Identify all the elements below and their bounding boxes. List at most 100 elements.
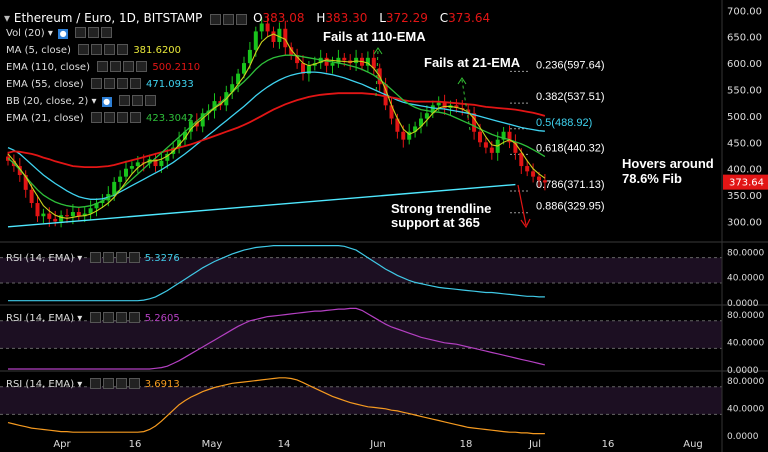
- candle-body: [159, 160, 164, 167]
- rsi3-legend[interactable]: RSI (14, EMA) ▾ 3.6913: [6, 378, 180, 390]
- rsi-band: [0, 386, 722, 415]
- y-tick-label: 600.00: [727, 59, 762, 70]
- candle-body: [324, 57, 329, 66]
- dropdown-icon[interactable]: ▾: [47, 27, 53, 39]
- candle-body: [478, 131, 482, 143]
- settings-icon[interactable]: ●: [101, 96, 112, 107]
- candle-body: [283, 28, 288, 48]
- candle-body: [265, 23, 270, 32]
- arrow-head: [457, 77, 467, 85]
- candle-body: [59, 215, 64, 222]
- rsi3-value: 3.6913: [144, 378, 180, 390]
- candle-body: [483, 142, 488, 148]
- candle-body: [82, 213, 87, 217]
- candle-body: [242, 63, 246, 74]
- candle-body: [94, 203, 99, 209]
- rsi-layer: [7, 245, 546, 435]
- candle-body: [371, 57, 376, 69]
- candle-body: [23, 175, 28, 190]
- x-tick-label: Jul: [528, 439, 541, 450]
- candle-body: [53, 218, 58, 222]
- indicator-bb[interactable]: BB (20, close, 2) ▾ ●: [6, 95, 158, 107]
- candle-body: [519, 152, 524, 167]
- rsi-y-tick-label: 0.0000: [727, 299, 759, 309]
- candle-body: [129, 166, 134, 169]
- dropdown-icon[interactable]: ▾: [91, 95, 97, 107]
- x-tick-label: 18: [460, 439, 473, 450]
- arrow-head: [373, 47, 383, 55]
- candle-body: [112, 181, 117, 195]
- dropdown-icon[interactable]: ▾: [77, 312, 83, 324]
- rsi-y-tick-label: 0.0000: [727, 366, 759, 376]
- candle-body: [124, 168, 128, 177]
- y-tick-label: 550.00: [727, 85, 762, 96]
- indicator-vol[interactable]: Vol (20) ▾ ●: [6, 27, 114, 39]
- main-series-layer: 0.236(597.64) 0.382(537.51) 0.5(488.92) 0.6…: [6, 15, 605, 228]
- header-buttons[interactable]: [210, 12, 249, 26]
- candle-body: [41, 213, 46, 217]
- ema21-label: EMA (21, close): [6, 112, 84, 124]
- candle-body: [135, 162, 140, 167]
- vol-label: Vol (20): [6, 27, 45, 39]
- rsi-y-tick-label: 80.0000: [727, 377, 764, 387]
- annotation-shapes-layer: [373, 47, 531, 229]
- candle-body: [525, 166, 530, 172]
- rsi3-label: RSI (14, EMA): [6, 378, 75, 390]
- rsi1-value: 5.3276: [144, 252, 180, 264]
- arrow-fails-21ema: [461, 79, 471, 131]
- collapse-icon[interactable]: ▾: [4, 11, 11, 25]
- candle-body: [153, 159, 158, 167]
- candle-body: [537, 176, 541, 181]
- high-value: 383.30: [325, 11, 368, 25]
- close-value: 373.64: [448, 11, 491, 25]
- annotation-hovers-line1: Hovers around: [622, 156, 714, 171]
- indicator-ema21[interactable]: EMA (21, close) 423.3042: [6, 112, 194, 124]
- candle-body: [200, 113, 205, 127]
- rsi2-value: 5.2605: [144, 312, 180, 324]
- dropdown-icon[interactable]: ▾: [77, 252, 83, 264]
- ema21-value: 423.3042: [145, 112, 194, 124]
- open-value: 383.08: [262, 11, 305, 25]
- candle-body: [513, 142, 518, 153]
- indicator-ema55[interactable]: EMA (55, close) 471.0933: [6, 78, 194, 90]
- candle-body: [88, 208, 93, 214]
- low-label: L: [379, 11, 386, 25]
- annotation-support-line1: Strong trendline: [391, 201, 492, 216]
- last-price-label: 373.64: [729, 178, 764, 189]
- candle-body: [330, 63, 335, 66]
- support-trendline: [7, 183, 516, 228]
- fib-level-label: 0.5(488.92): [536, 117, 592, 129]
- symbol-title[interactable]: Ethereum / Euro, 1D, BITSTAMP: [13, 11, 203, 25]
- rsi1-legend[interactable]: RSI (14, EMA) ▾ 5.3276: [6, 252, 180, 264]
- rsi1-label: RSI (14, EMA): [6, 252, 75, 264]
- candle-body: [47, 213, 52, 219]
- candle-body: [277, 28, 282, 42]
- rsi-y-tick-label: 40.0000: [727, 338, 764, 348]
- rsi-band: [0, 320, 722, 349]
- candle-body: [542, 180, 547, 183]
- y-tick-label: 350.00: [727, 191, 762, 202]
- rsi2-legend[interactable]: RSI (14, EMA) ▾ 5.2605: [6, 312, 180, 324]
- candle-body: [401, 131, 406, 140]
- indicator-ema110[interactable]: EMA (110, close) 500.2110: [6, 61, 200, 73]
- ema110-line: [7, 92, 546, 168]
- fib-level-label: 0.786(371.13): [536, 179, 605, 191]
- settings-icon[interactable]: ●: [58, 28, 69, 39]
- candle-body: [407, 131, 412, 140]
- y-tick-label: 500.00: [727, 112, 762, 123]
- candle-body: [253, 31, 258, 50]
- indicator-ma[interactable]: MA (5, close) 381.6200: [6, 44, 181, 56]
- x-tick-label: 16: [129, 439, 142, 450]
- candle-body: [295, 55, 300, 64]
- open-label: O: [253, 11, 263, 25]
- candle-body: [395, 118, 400, 132]
- bb-label: BB (20, close, 2): [6, 95, 89, 107]
- ema21-line: [7, 54, 546, 208]
- candle-body: [236, 73, 241, 85]
- ema55-label: EMA (55, close): [6, 78, 84, 90]
- candle-body: [507, 131, 512, 143]
- dropdown-icon[interactable]: ▾: [77, 378, 83, 390]
- candle-body: [419, 118, 423, 127]
